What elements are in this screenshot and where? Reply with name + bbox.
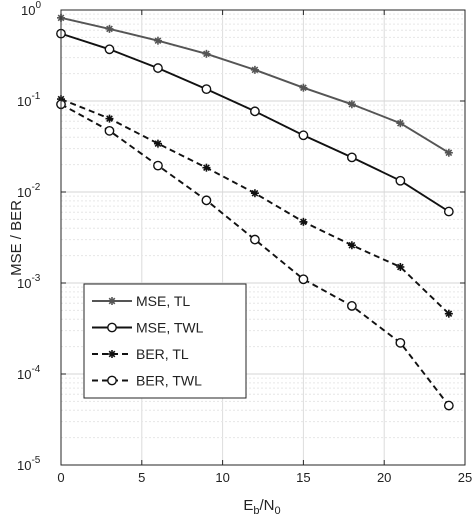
legend-item: MSE, TL (92, 293, 190, 309)
legend-item: BER, TL (92, 346, 189, 362)
data-point (153, 139, 162, 148)
ticks (60, 9, 466, 466)
data-point (153, 63, 163, 73)
legend: MSE, TL MSE, TWL BER, TL BER, TWL (83, 283, 247, 399)
x-tick-label: 0 (57, 470, 64, 485)
y-tick-label: 10-2 (17, 182, 41, 200)
data-point (346, 152, 357, 163)
data-point (104, 125, 115, 136)
data-point (347, 100, 356, 109)
series-mse-tl (57, 13, 453, 157)
data-point (299, 217, 308, 226)
y-tick-label: 100 (21, 0, 41, 18)
series-line (60, 103, 450, 407)
data-point (202, 163, 211, 172)
series-ber-twl (56, 99, 454, 411)
legend-item: BER, TWL (92, 373, 202, 389)
data-point (107, 375, 117, 386)
legend-label: BER, TL (136, 346, 189, 362)
data-point (153, 36, 162, 45)
data-point (443, 400, 454, 411)
data-point (396, 262, 405, 271)
data-point (299, 83, 308, 92)
data-point (104, 44, 115, 55)
legend-label: MSE, TL (136, 293, 190, 309)
y-tick-labels: 10-5 10-4 10-3 10-2 10-1 100 (17, 0, 41, 473)
plot-frame (60, 9, 466, 466)
data-point (105, 114, 114, 123)
legend-item: MSE, TWL (92, 320, 204, 336)
data-point (395, 337, 406, 348)
data-point (396, 119, 405, 128)
series-ber-tl (57, 95, 453, 318)
data-point (201, 195, 212, 206)
data-point (108, 297, 116, 305)
data-point (153, 160, 163, 171)
data-point (298, 130, 309, 141)
y-axis-label: MSE / BER (8, 200, 25, 276)
data-point (443, 206, 454, 217)
x-tick-label: 20 (377, 470, 391, 485)
data-point (105, 24, 114, 33)
y-tick-label: 10-5 (17, 455, 41, 473)
data-point (347, 241, 356, 250)
data-point (250, 106, 260, 117)
data-point (444, 148, 453, 157)
data-point (395, 175, 406, 186)
data-point (201, 84, 212, 95)
data-point (444, 309, 453, 318)
legend-label: BER, TWL (136, 373, 202, 389)
x-axis-label: Eb/N0 (243, 497, 280, 517)
y-tick-label: 10-3 (17, 273, 41, 291)
data-point (108, 350, 116, 358)
series-group (56, 13, 454, 411)
legend-label: MSE, TWL (136, 320, 204, 336)
data-point (346, 301, 357, 311)
x-tick-labels: 0 5 10 15 20 25 (57, 470, 472, 485)
x-tick-label: 25 (458, 470, 472, 485)
data-point (298, 274, 309, 285)
data-point (250, 234, 260, 245)
y-tick-label: 10-4 (17, 364, 41, 382)
x-tick-label: 15 (296, 470, 310, 485)
y-tick-label: 10-1 (17, 91, 41, 109)
data-point (107, 322, 117, 333)
data-point (250, 65, 259, 74)
x-tick-label: 10 (215, 470, 229, 485)
series-mse-twl (56, 28, 454, 217)
data-point (250, 189, 259, 198)
data-point (202, 49, 211, 58)
x-tick-label: 5 (138, 470, 145, 485)
